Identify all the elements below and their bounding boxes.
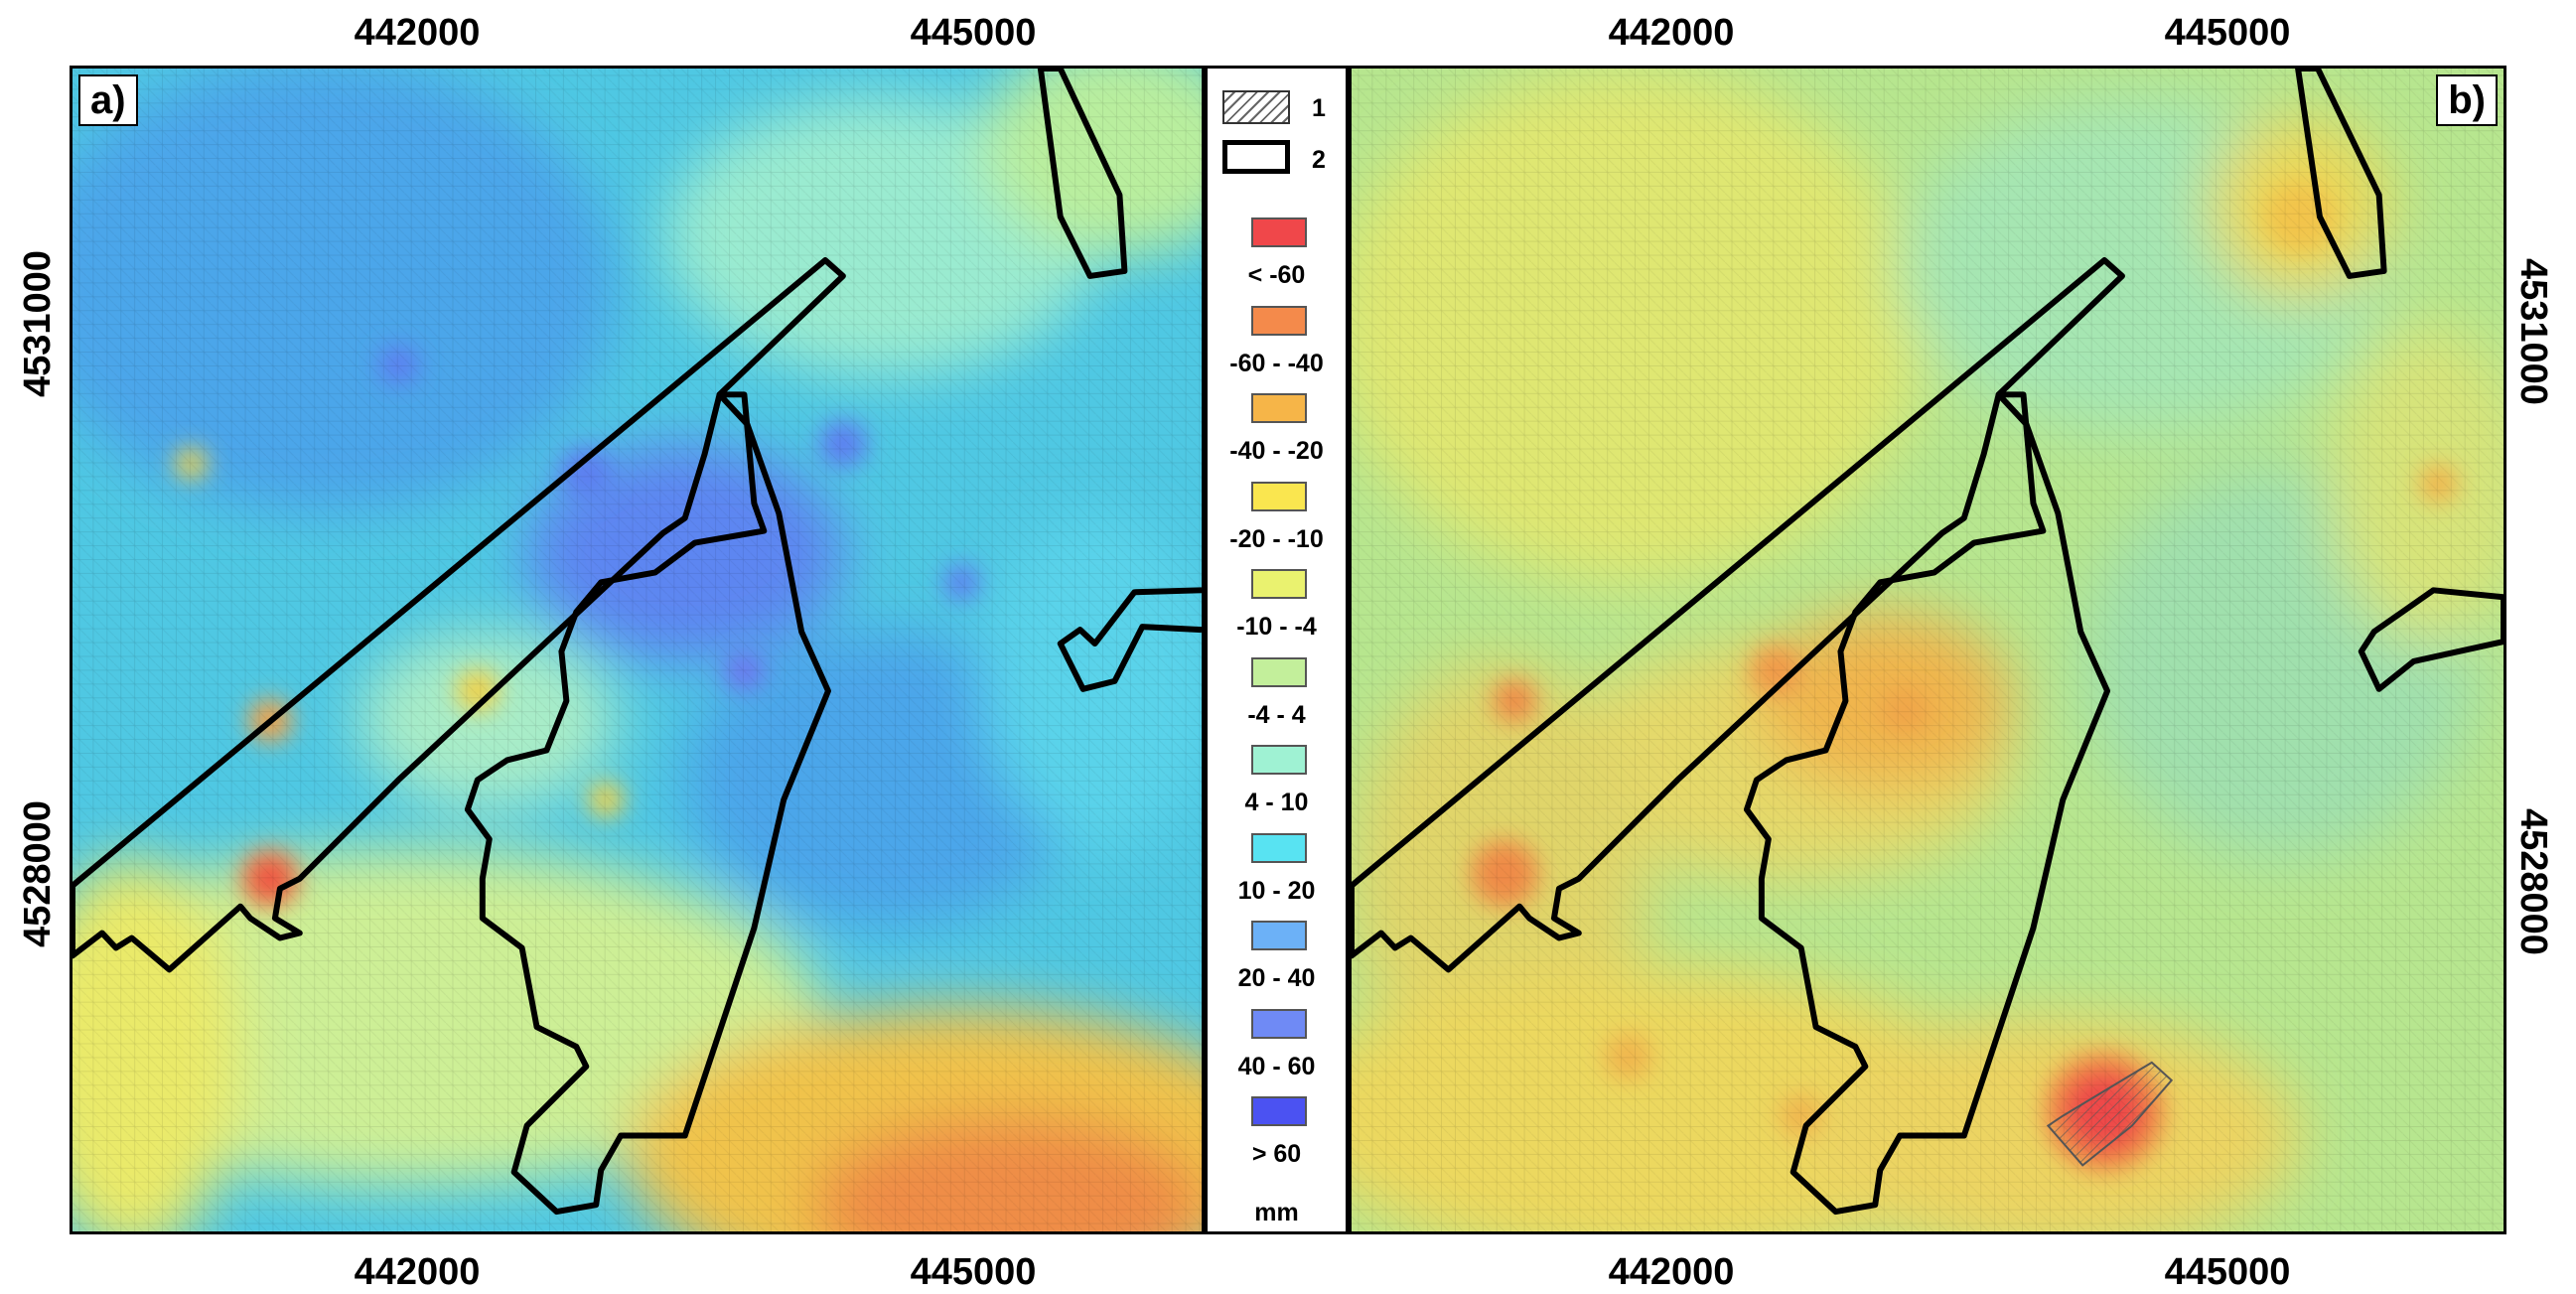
legend-symbol-label-2: 2	[1312, 146, 1326, 174]
x-tick-445000-bottom-left: 445000	[910, 1251, 1037, 1293]
x-tick-442000-bottom-right: 442000	[1608, 1251, 1735, 1293]
legend-class-label: -4 - 4	[1247, 700, 1306, 729]
y-tick-4528000-right: 4528000	[2512, 808, 2554, 955]
deformation-map-b	[1352, 69, 2504, 1231]
x-tick-442000-top-right: 442000	[1608, 12, 1735, 54]
legend-class-label: 20 - 40	[1237, 964, 1316, 992]
legend-swatch	[1251, 1008, 1307, 1039]
legend-swatch	[1251, 745, 1307, 775]
legend-class-label: > 60	[1251, 1140, 1302, 1168]
map-panel-b[interactable]: b)	[1349, 66, 2506, 1234]
thick-outline-polygon-icon	[1222, 140, 1290, 174]
x-tick-442000-top-left: 442000	[354, 12, 481, 54]
legend-swatch	[1251, 656, 1307, 687]
legend-class-label: -20 - -10	[1229, 524, 1324, 553]
y-tick-4531000-left: 4531000	[17, 250, 59, 397]
legend-swatch	[1251, 305, 1307, 336]
legend-swatch	[1251, 481, 1307, 511]
legend-swatch	[1251, 1096, 1307, 1126]
legend-swatch	[1251, 569, 1307, 599]
legend-class-label: 40 - 60	[1237, 1052, 1316, 1080]
x-tick-442000-bottom-left: 442000	[354, 1251, 481, 1293]
hatched-polygon-icon	[1222, 90, 1290, 124]
legend-symbol-label-1: 1	[1312, 94, 1326, 122]
panel-label-a: a)	[78, 74, 138, 126]
legend-unit: mm	[1254, 1199, 1299, 1226]
legend: 1 2 < -60 -60 - -40 -40 - -20 -20 - -10 -10 …	[1205, 66, 1349, 1234]
legend-swatch	[1251, 921, 1307, 950]
y-tick-4528000-left: 4528000	[17, 800, 59, 947]
deformation-map-a	[72, 69, 1202, 1231]
outline-polygons-a	[72, 69, 1202, 1216]
x-tick-445000-top-left: 445000	[910, 12, 1037, 54]
outline-polygons-b	[1352, 69, 2504, 1216]
legend-class-label: -60 - -40	[1229, 349, 1324, 377]
legend-swatch	[1251, 217, 1307, 247]
y-tick-4531000-right: 4531000	[2512, 258, 2554, 405]
legend-class-label: 10 - 20	[1237, 876, 1316, 905]
legend-class-label: 4 - 10	[1244, 789, 1309, 816]
x-tick-445000-bottom-right: 445000	[2164, 1251, 2291, 1293]
legend-class-label: -40 - -20	[1229, 437, 1324, 465]
hatched-polygon-b	[2046, 1061, 2174, 1167]
panel-label-b: b)	[2436, 74, 2498, 126]
map-panel-a[interactable]: a)	[70, 66, 1205, 1234]
legend-swatch	[1251, 832, 1307, 863]
legend-class-label: < -60	[1247, 261, 1306, 289]
legend-class-label: -10 - -4	[1236, 613, 1317, 641]
legend-swatch	[1251, 393, 1307, 423]
x-tick-445000-top-right: 445000	[2164, 12, 2291, 54]
